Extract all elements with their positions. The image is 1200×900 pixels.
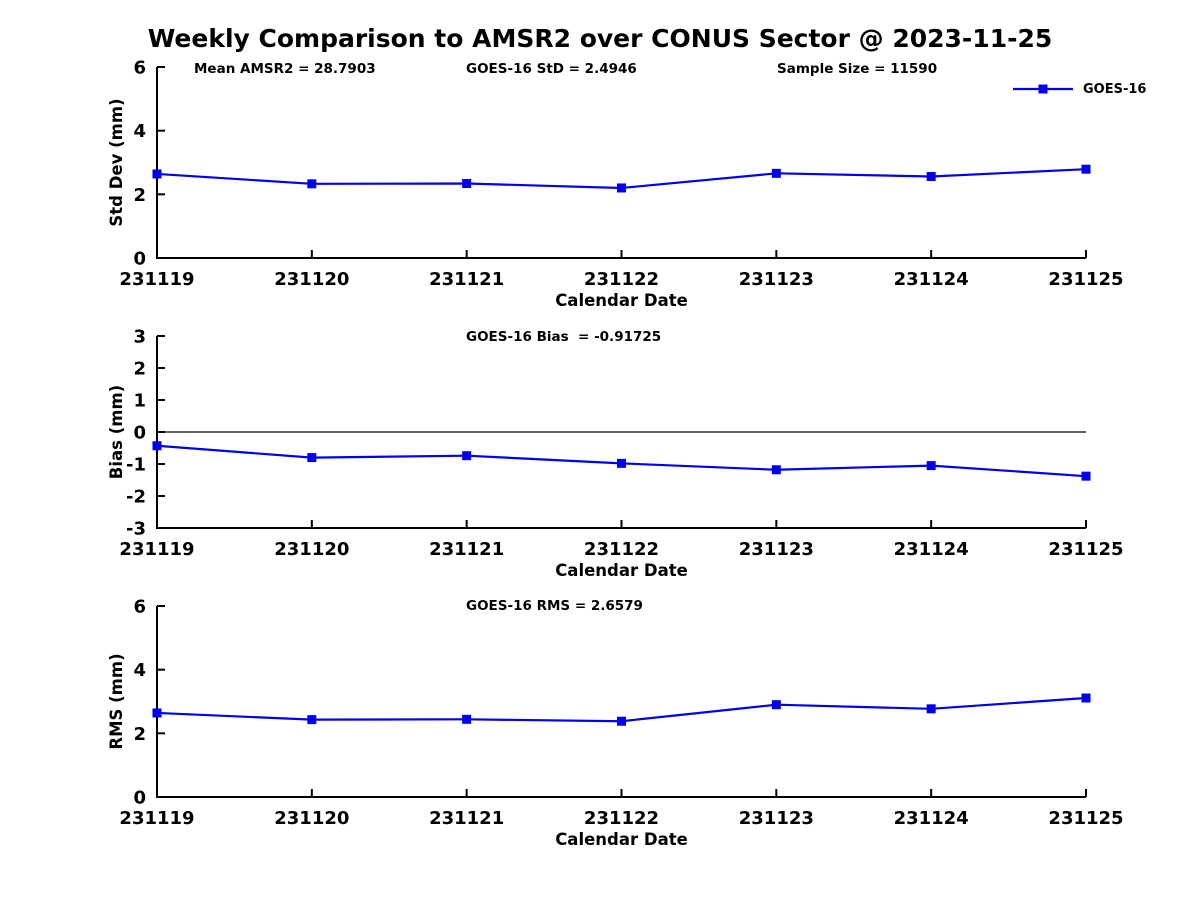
rms-data-point-marker: [771, 700, 781, 710]
y-tick-label: 2: [133, 724, 146, 745]
std-dev-data-point-marker: [462, 179, 472, 189]
y-tick-label: -1: [126, 455, 146, 476]
y-tick-label: -2: [126, 487, 146, 508]
x-tick-label: 231121: [429, 269, 504, 290]
x-tick-label: 231125: [1048, 269, 1123, 290]
y-tick-label: 4: [133, 660, 146, 681]
y-tick-label: 3: [133, 327, 146, 348]
x-tick-label: 231123: [739, 269, 814, 290]
legend-line-icon: [1013, 84, 1073, 94]
legend-label: GOES-16: [1083, 81, 1147, 97]
y-tick-label: 0: [133, 788, 146, 809]
x-tick-label: 231125: [1048, 539, 1123, 560]
bias-y-axis-label: Bias (mm): [107, 385, 126, 479]
std-dev-axes: [156, 67, 1086, 259]
y-tick-label: 0: [133, 423, 146, 444]
x-tick-label: 231122: [584, 269, 659, 290]
x-tick-label: 231122: [584, 808, 659, 829]
y-tick-label: 2: [133, 185, 146, 206]
std-dev-y-axis-label: Std Dev (mm): [107, 98, 126, 226]
annotation-sample-size: Sample Size = 11590: [777, 61, 938, 77]
rms-data-point-marker: [926, 704, 936, 714]
rms-axes: [156, 606, 1086, 798]
annotation-goes16-rms: GOES-16 RMS = 2.6579: [466, 598, 643, 614]
legend: GOES-16: [1012, 81, 1146, 97]
std-dev-data-point-marker: [152, 169, 162, 179]
rms-data-point-marker: [307, 715, 317, 725]
x-tick-label: 231124: [894, 808, 969, 829]
bias-data-point-marker: [617, 458, 626, 468]
chart-title: Weekly Comparison to AMSR2 over CONUS Se…: [147, 24, 1053, 53]
y-tick-label: 2: [133, 359, 146, 380]
rms-data-point-marker: [617, 716, 626, 726]
std-dev-data-point-marker: [926, 172, 936, 182]
rms-data-point-marker: [152, 708, 162, 718]
x-tick-label: 231119: [119, 269, 194, 290]
bias-data-point-marker: [926, 461, 936, 471]
x-tick-label: 231122: [584, 539, 659, 560]
rms-data-point-marker: [1081, 693, 1091, 703]
bias-data-point-marker: [1081, 471, 1091, 481]
std-dev-data-point-marker: [771, 168, 781, 178]
annotation-goes16-bias: GOES-16 Bias = -0.91725: [466, 329, 662, 345]
x-tick-label: 231120: [274, 808, 349, 829]
rms-x-axis-label: Calendar Date: [555, 830, 688, 849]
bias-x-axis-label: Calendar Date: [555, 561, 688, 580]
bias-data-point-marker: [152, 441, 162, 451]
std-dev-data-point-marker: [1081, 164, 1091, 174]
x-tick-label: 231119: [119, 808, 194, 829]
std-dev-data-point-marker: [307, 179, 317, 189]
std-dev-data-point-marker: [617, 183, 626, 193]
rms-y-axis-label: RMS (mm): [107, 653, 126, 749]
x-tick-label: 231121: [429, 539, 504, 560]
y-tick-label: 6: [133, 597, 146, 618]
std-dev-x-axis-label: Calendar Date: [555, 291, 688, 310]
y-tick-label: 4: [133, 121, 146, 142]
x-tick-label: 231124: [894, 269, 969, 290]
y-tick-label: -3: [126, 519, 146, 540]
x-tick-label: 231124: [894, 539, 969, 560]
rms-data-point-marker: [462, 714, 472, 724]
x-tick-label: 231123: [739, 539, 814, 560]
annotation-mean-amsr2: Mean AMSR2 = 28.7903: [194, 61, 376, 77]
y-tick-label: 6: [133, 58, 146, 79]
x-tick-label: 231123: [739, 808, 814, 829]
bias-data-point-marker: [307, 453, 317, 463]
x-tick-label: 231125: [1048, 808, 1123, 829]
y-tick-label: 1: [133, 391, 146, 412]
x-tick-label: 231120: [274, 539, 349, 560]
bias-data-point-marker: [771, 465, 781, 475]
y-tick-label: 0: [133, 249, 146, 270]
bias-data-point-marker: [462, 451, 472, 461]
x-tick-label: 231120: [274, 269, 349, 290]
x-tick-label: 231121: [429, 808, 504, 829]
x-tick-label: 231119: [119, 539, 194, 560]
annotation-goes16-std: GOES-16 StD = 2.4946: [466, 61, 637, 77]
